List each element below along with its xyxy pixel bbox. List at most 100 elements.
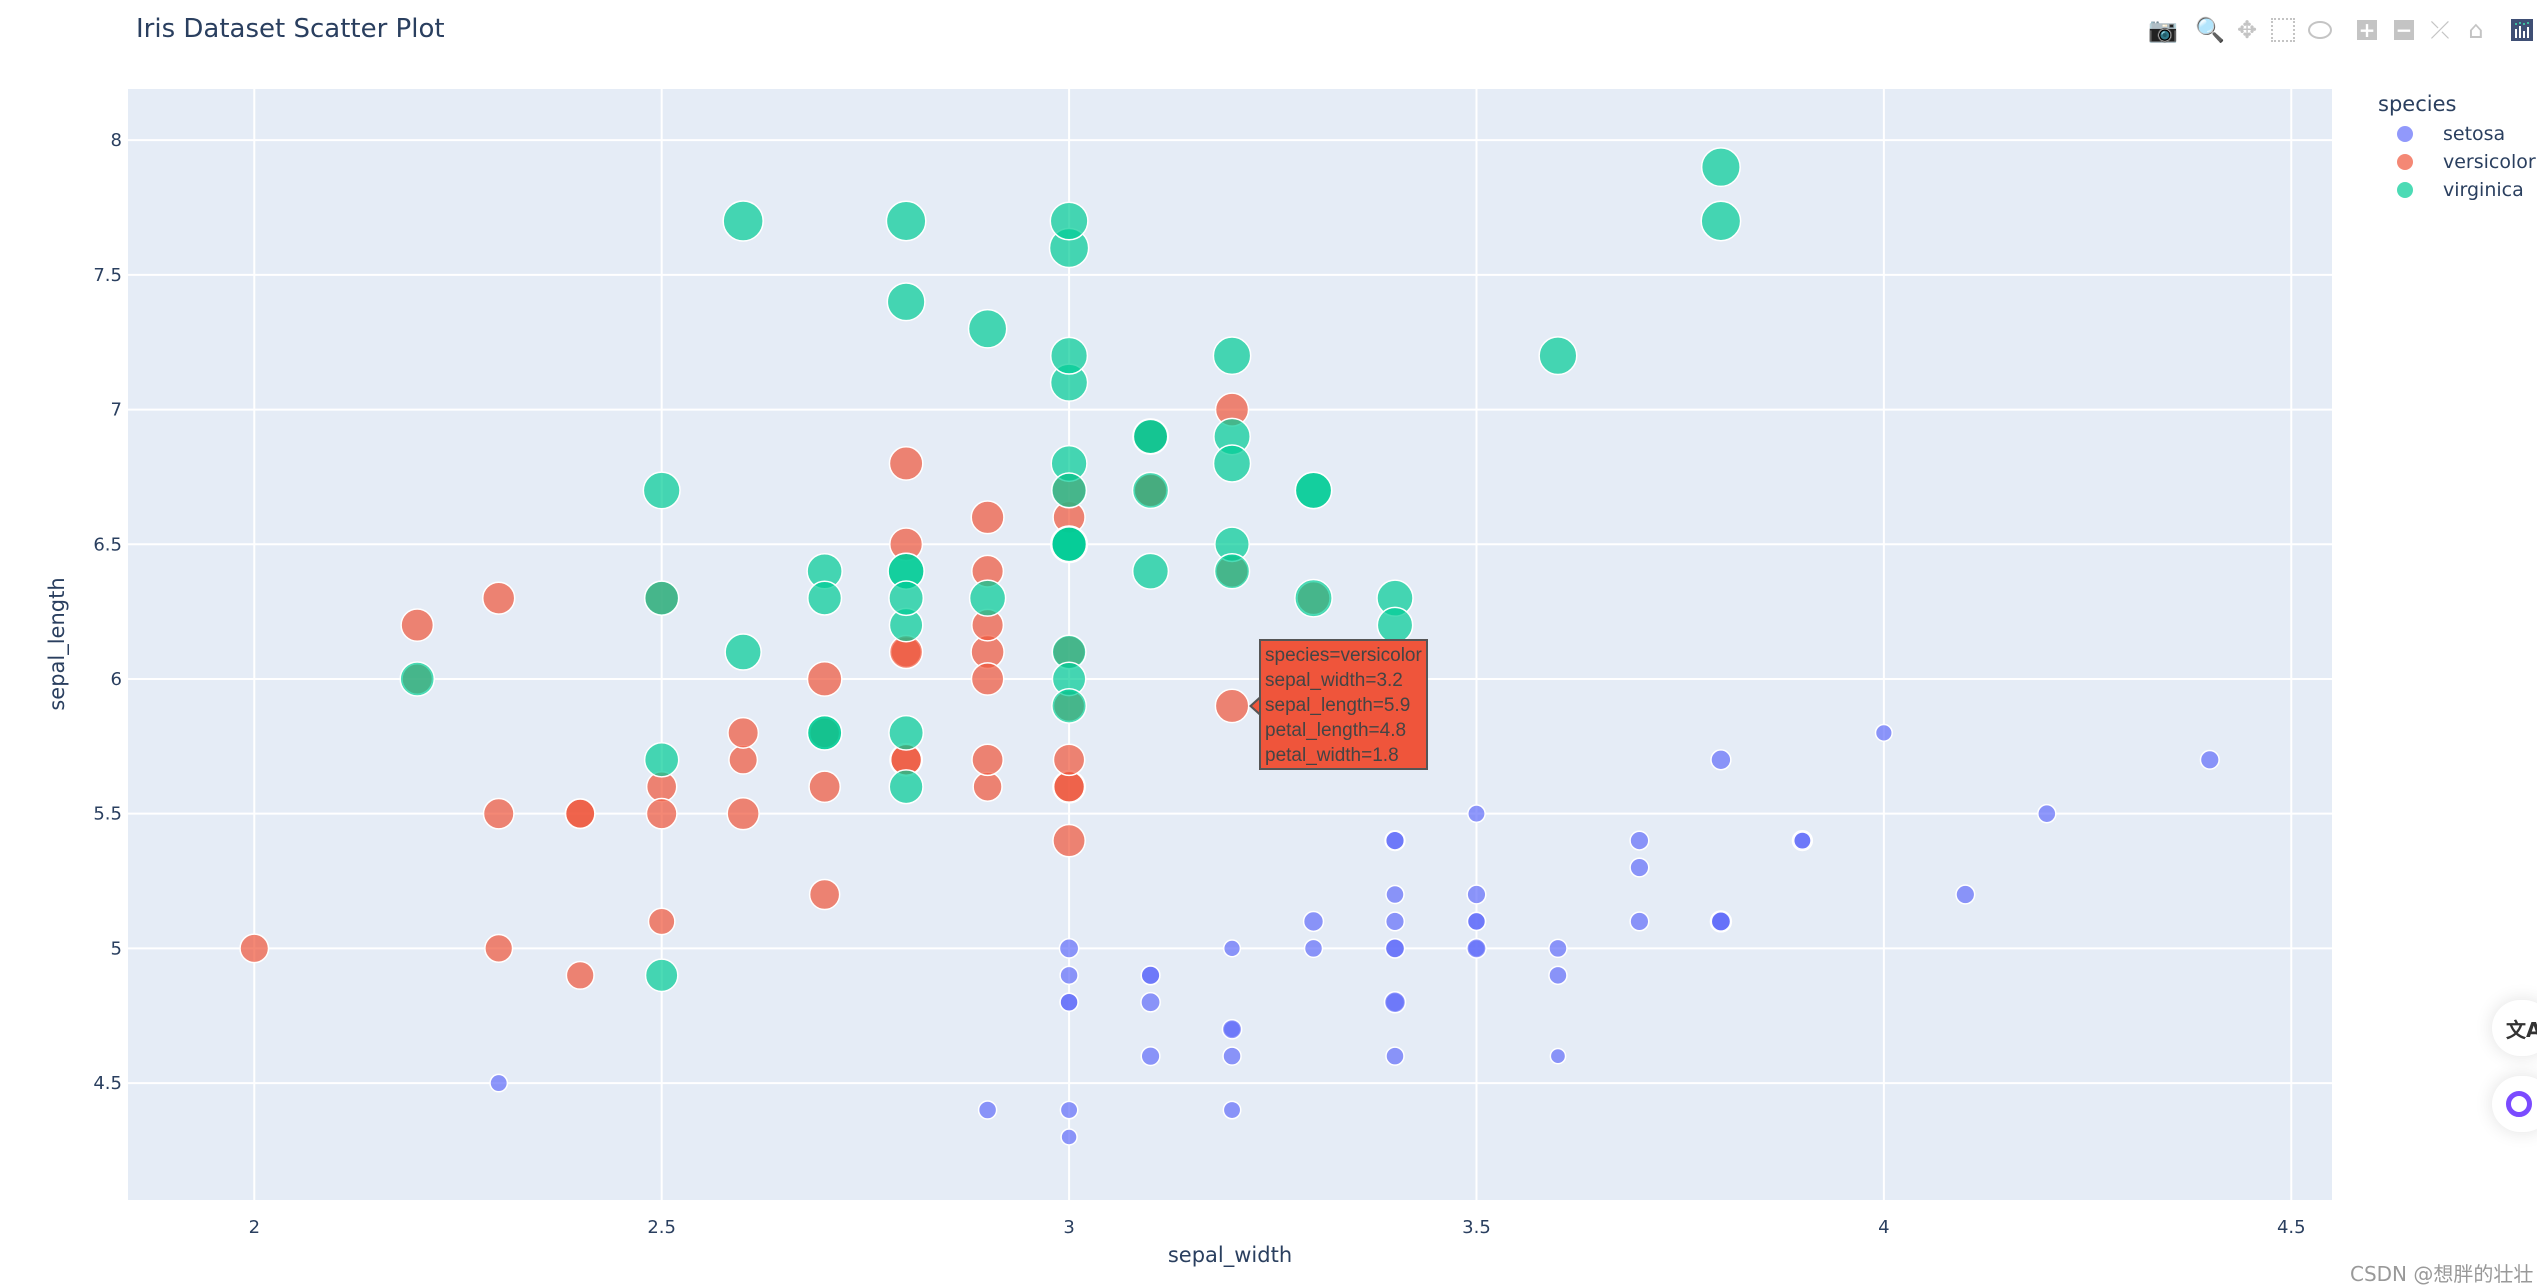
data-point-setosa[interactable] (1059, 965, 1079, 986)
data-point-setosa[interactable] (1384, 830, 1406, 851)
legend-item-versicolor[interactable]: versicolor (2378, 148, 2536, 176)
data-point-setosa[interactable] (1466, 938, 1487, 959)
data-point-versicolor[interactable] (482, 797, 515, 830)
camera-icon[interactable]: 📷 (2148, 16, 2178, 44)
data-point-virginica[interactable] (1132, 418, 1169, 455)
data-point-setosa[interactable] (1140, 1046, 1161, 1067)
data-point-virginica[interactable] (1049, 201, 1089, 241)
data-point-virginica[interactable] (888, 714, 925, 751)
data-point-versicolor[interactable] (970, 662, 1005, 696)
data-point-virginica[interactable] (1212, 444, 1252, 483)
lasso-select-icon[interactable] (2305, 14, 2335, 46)
data-point-setosa[interactable] (1222, 939, 1242, 958)
data-point-versicolor[interactable] (482, 581, 516, 615)
data-point-virginica[interactable] (642, 471, 681, 510)
translate-button[interactable]: 文A (2492, 1000, 2537, 1056)
data-points[interactable] (239, 147, 2220, 1146)
data-point-versicolor[interactable] (645, 797, 678, 830)
data-point-virginica[interactable] (643, 580, 680, 616)
data-point-versicolor[interactable] (808, 770, 841, 804)
data-point-setosa[interactable] (1548, 938, 1568, 959)
data-point-virginica[interactable] (722, 200, 764, 242)
data-point-virginica[interactable] (888, 769, 924, 805)
data-point-setosa[interactable] (1303, 938, 1324, 959)
data-point-setosa[interactable] (1221, 1018, 1243, 1040)
data-point-setosa[interactable] (1629, 911, 1650, 932)
data-point-virginica[interactable] (807, 580, 843, 616)
data-point-virginica[interactable] (1212, 336, 1252, 376)
data-point-versicolor[interactable] (970, 500, 1005, 535)
data-point-setosa[interactable] (1060, 1128, 1078, 1146)
data-point-versicolor[interactable] (647, 907, 676, 936)
data-point-virginica[interactable] (1051, 687, 1088, 724)
data-point-setosa[interactable] (1548, 965, 1568, 986)
data-point-virginica[interactable] (885, 200, 927, 242)
data-point-versicolor[interactable] (400, 608, 435, 643)
assistant-button[interactable] (2492, 1076, 2537, 1132)
data-point-virginica[interactable] (967, 308, 1008, 349)
zoom-out-icon[interactable]: − (2394, 18, 2414, 42)
data-point-versicolor[interactable] (1052, 743, 1086, 777)
data-point-versicolor[interactable] (971, 743, 1004, 777)
data-point-virginica[interactable] (886, 282, 926, 322)
data-point-versicolor[interactable] (564, 798, 596, 830)
data-point-versicolor[interactable] (806, 661, 843, 697)
data-point-setosa[interactable] (1140, 965, 1161, 986)
data-point-versicolor[interactable] (484, 933, 514, 963)
data-point-setosa[interactable] (2199, 749, 2220, 770)
data-point-virginica[interactable] (1131, 552, 1170, 590)
data-point-virginica[interactable] (968, 579, 1007, 617)
data-point-setosa[interactable] (1059, 992, 1079, 1013)
data-point-setosa[interactable] (1955, 884, 1976, 905)
data-point-setosa[interactable] (1385, 1046, 1405, 1066)
data-point-setosa[interactable] (1549, 1047, 1567, 1065)
data-point-setosa[interactable] (2037, 803, 2057, 824)
data-point-virginica[interactable] (1050, 472, 1088, 509)
data-point-setosa[interactable] (1792, 831, 1812, 851)
data-point-virginica[interactable] (806, 714, 843, 751)
data-point-setosa[interactable] (977, 1100, 998, 1120)
data-point-virginica[interactable] (1538, 336, 1578, 376)
data-point-virginica[interactable] (888, 580, 925, 617)
zoom-icon[interactable]: 🔍 (2195, 16, 2225, 44)
home-icon[interactable]: ⌂ (2468, 16, 2484, 44)
pan-icon[interactable]: ✥ (2236, 16, 2258, 44)
data-point-setosa[interactable] (1059, 1100, 1079, 1120)
data-point-versicolor[interactable] (726, 796, 760, 831)
data-point-virginica[interactable] (643, 742, 680, 778)
data-point-versicolor[interactable] (808, 878, 841, 911)
data-point-setosa[interactable] (1222, 1046, 1242, 1066)
data-point-virginica[interactable] (1376, 606, 1414, 644)
data-point-setosa[interactable] (1629, 830, 1650, 851)
data-point-setosa[interactable] (1383, 991, 1407, 1014)
data-point-virginica[interactable] (1700, 147, 1741, 188)
data-point-virginica[interactable] (724, 633, 762, 671)
data-point-versicolor[interactable] (888, 446, 924, 481)
data-point-setosa[interactable] (1466, 884, 1487, 905)
legend-item-setosa[interactable]: setosa (2378, 120, 2536, 148)
data-point-virginica[interactable] (1294, 471, 1333, 510)
data-point-virginica[interactable] (1049, 336, 1089, 375)
zoom-in-icon[interactable]: + (2357, 18, 2377, 42)
data-point-setosa[interactable] (1302, 910, 1325, 933)
data-point-versicolor[interactable] (727, 716, 760, 749)
data-point-setosa[interactable] (1467, 804, 1486, 824)
data-point-setosa[interactable] (1222, 1100, 1242, 1120)
data-point-setosa[interactable] (1466, 911, 1487, 932)
plotly-logo-icon[interactable] (2507, 14, 2537, 46)
data-point-setosa[interactable] (1874, 723, 1893, 742)
data-point-virginica[interactable] (1131, 471, 1170, 510)
data-point-setosa[interactable] (1384, 911, 1406, 932)
data-point-versicolor[interactable] (565, 960, 595, 990)
data-point-setosa[interactable] (1140, 991, 1161, 1013)
box-select-icon[interactable] (2268, 14, 2298, 46)
data-point-setosa[interactable] (1385, 884, 1405, 905)
data-point-setosa[interactable] (1710, 911, 1732, 932)
data-point-virginica[interactable] (644, 958, 679, 993)
data-point-virginica[interactable] (1294, 578, 1333, 618)
data-point-versicolor[interactable] (1214, 688, 1250, 724)
data-point-setosa[interactable] (1710, 749, 1732, 771)
data-point-setosa[interactable] (1629, 857, 1650, 878)
data-point-setosa[interactable] (1384, 938, 1406, 959)
